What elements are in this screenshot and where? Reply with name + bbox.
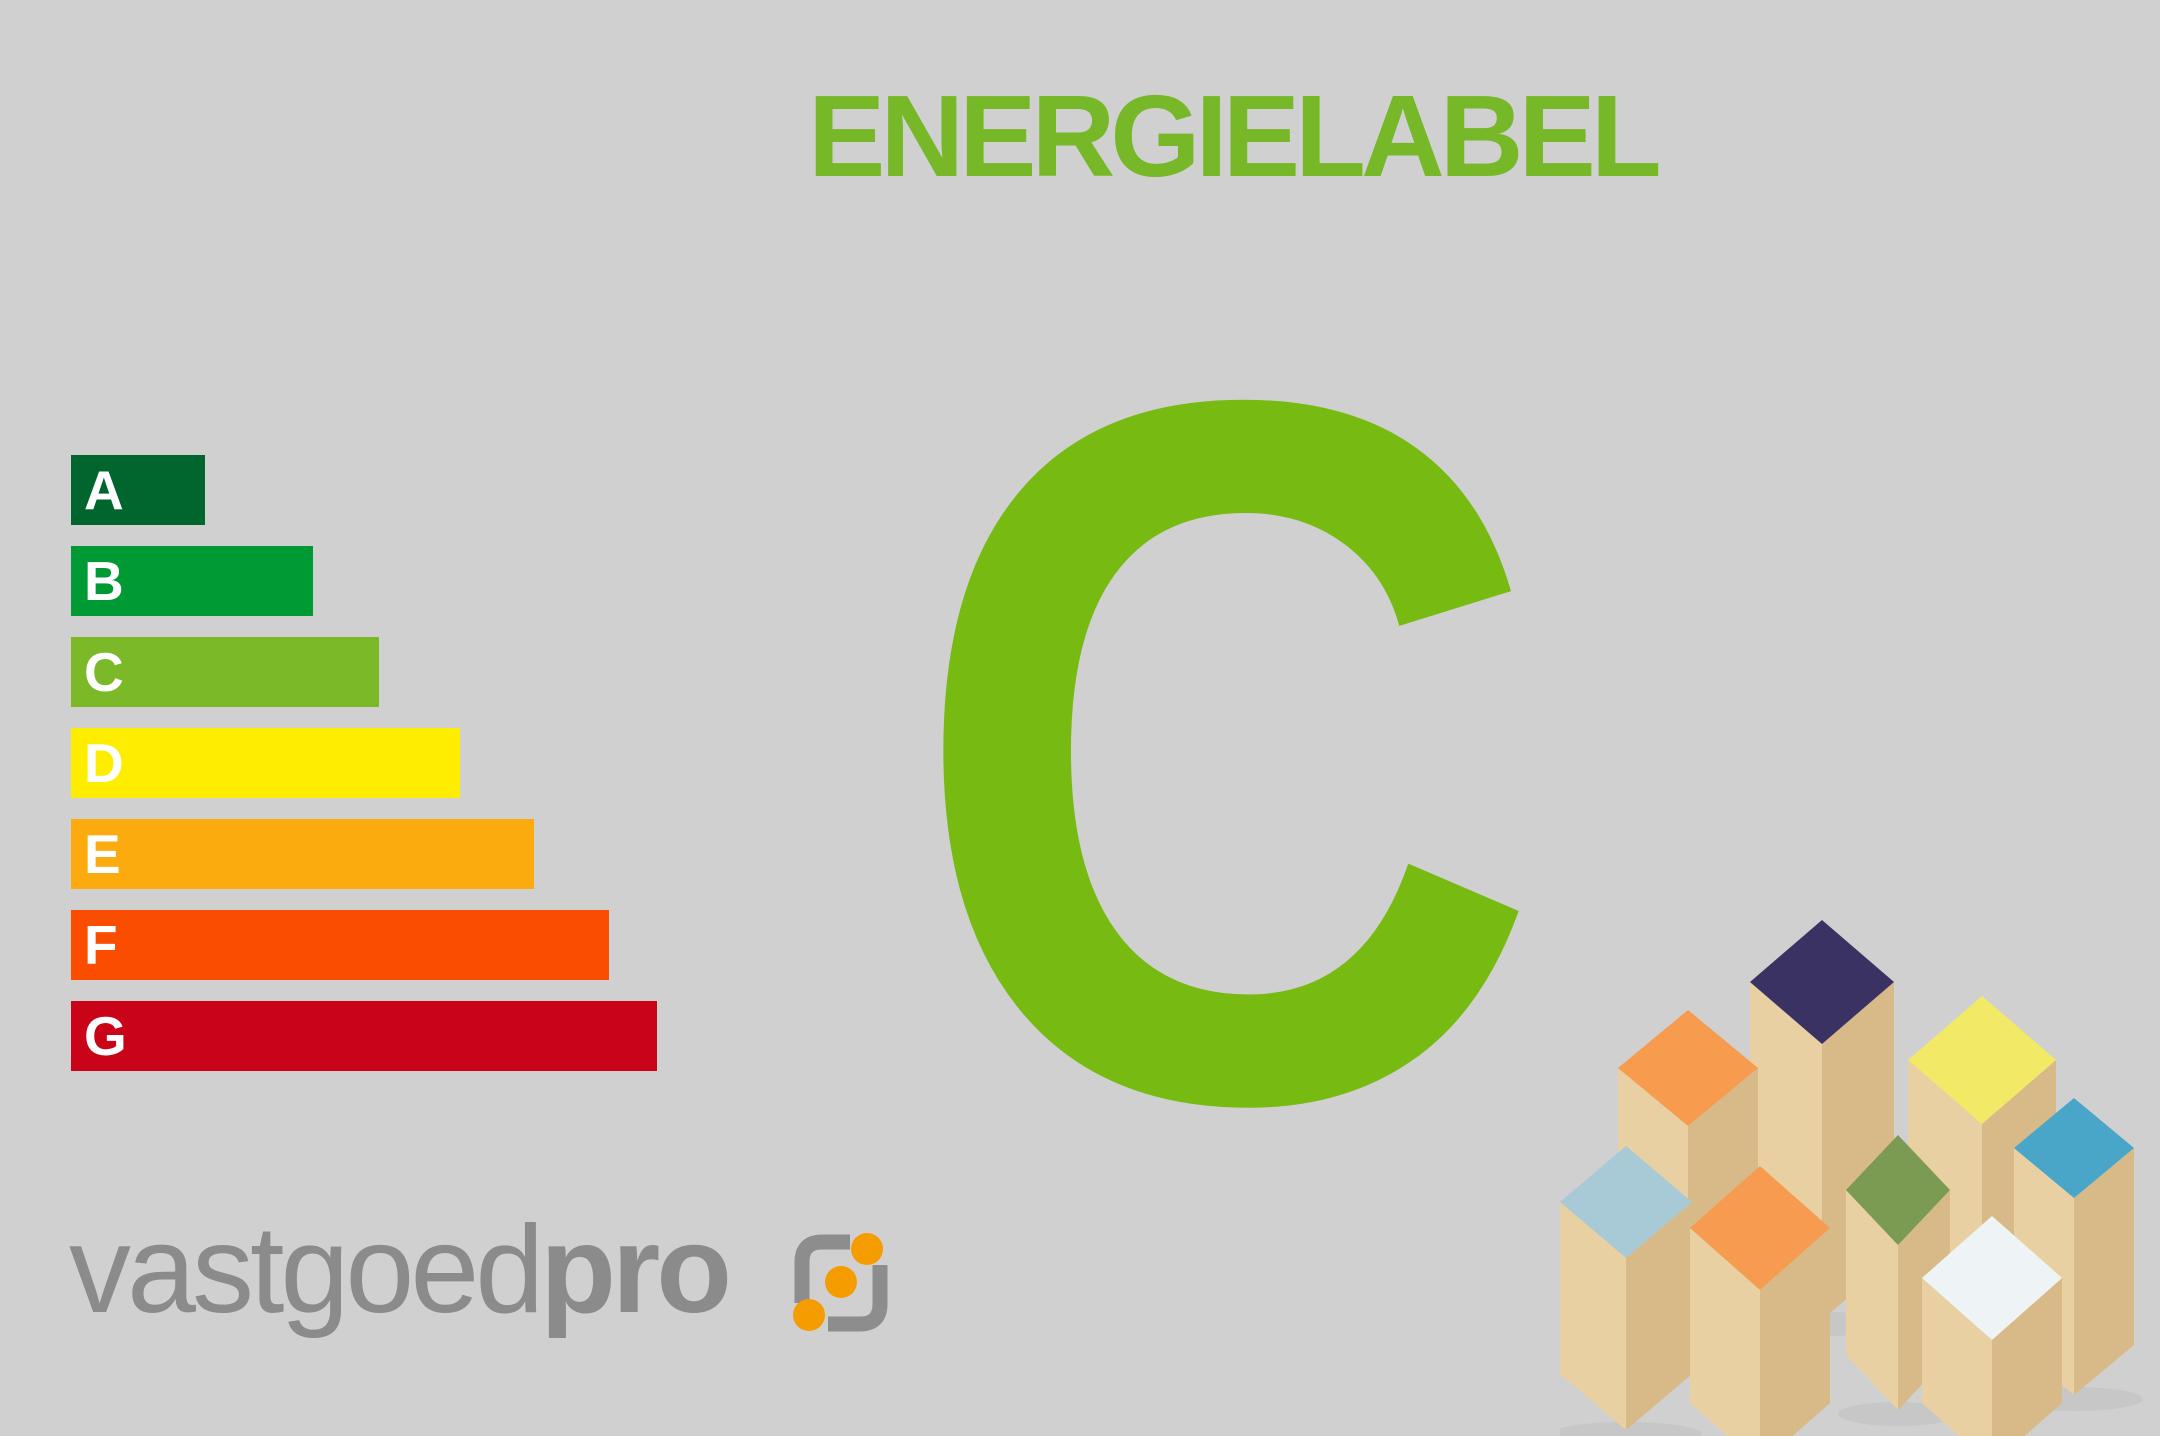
green-roof-center [1846,1135,1950,1245]
energy-bar-a: A [71,455,205,525]
energy-bar-label-f: F [84,913,118,976]
logo-text-light: vastgoed [69,1201,544,1339]
logo-icon-dot-bottom [793,1299,825,1331]
energy-bar-e: E [71,819,534,889]
lightblue-roof-mid-left [1560,1146,1692,1258]
energy-bar-label-g: G [84,1004,127,1067]
logo-text-bold: pro [540,1201,732,1339]
orange-roof-mid-left [1690,1166,1830,1290]
house-side-face [1760,1228,1830,1436]
logo-icon-dot-middle [825,1266,857,1298]
house-side-face [1626,1202,1692,1430]
logo-icon-arc-top-left [794,1234,850,1303]
yellow-roof-back-right [1908,996,2056,1124]
blue-roof-right [2014,1098,2134,1198]
house-front-face [1560,1202,1626,1430]
vastgoedpro-swirl-icon [793,1233,888,1332]
house-side-face [2074,1148,2134,1395]
vastgoedpro-logo: vastgoedpro [69,1208,732,1332]
energy-rating-letter: C [907,193,1543,1310]
house-shadow [1560,1422,1702,1436]
energy-bar-label-a: A [84,458,124,521]
house-front-face [1690,1228,1760,1436]
energy-bar-f: F [71,910,609,980]
energy-bar-label-d: D [84,731,124,794]
energy-bar-label-e: E [84,822,121,885]
energy-bar-g: G [71,1001,657,1071]
energy-bar-d: D [71,728,460,798]
wooden-houses-photo [1560,920,2143,1436]
energy-bar-label-c: C [84,640,124,703]
logo-icon-arc-bottom-right [828,1265,888,1332]
house-side-face [1992,1278,2062,1436]
white-roof-front-right [1922,1216,2062,1340]
house-front-face [1846,1190,1898,1410]
page-title: ENERGIELABEL [808,71,1662,201]
house-front-face [1922,1278,1992,1436]
energy-bar-c: C [71,637,379,707]
energy-bar-label-b: B [84,549,124,612]
energy-bar-b: B [71,546,313,616]
logo-icon-dot-top [851,1233,883,1265]
navy-roof-back-center [1750,920,1894,1044]
orange-roof-back-left [1618,1010,1758,1126]
